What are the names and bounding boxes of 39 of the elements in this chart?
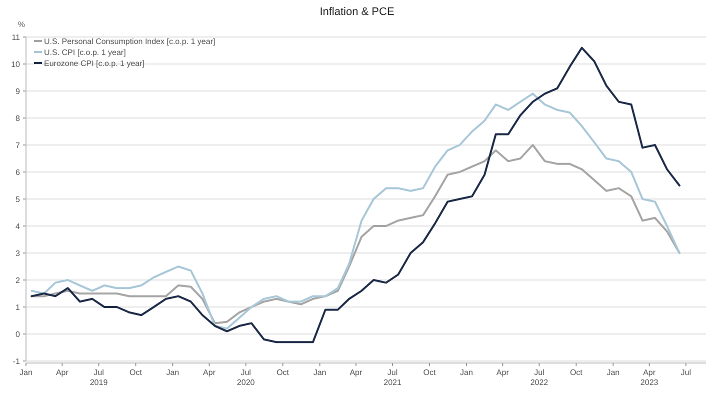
line-series bbox=[30, 46, 680, 344]
x-tick-label: Jan bbox=[166, 368, 180, 377]
y-tick-label: 0 bbox=[16, 330, 21, 339]
x-tick-label: Oct bbox=[423, 368, 436, 377]
x-tick-label: Jul 2020 bbox=[236, 368, 256, 387]
y-tick-label: 10 bbox=[11, 60, 21, 69]
y-tick-label: 7 bbox=[16, 141, 21, 150]
x-tick-label: Jul bbox=[680, 368, 692, 377]
x-tick-label: Oct bbox=[276, 368, 290, 377]
y-tick-label: -1 bbox=[12, 357, 21, 366]
y-tick-label: 8 bbox=[16, 114, 21, 123]
line-series bbox=[30, 92, 680, 330]
x-tick-label: Apr 2023 bbox=[640, 368, 659, 387]
legend-label: U.S. Personal Consumption Index [c.o.p. 1 year] bbox=[44, 37, 216, 46]
x-tick-label: Apr bbox=[496, 368, 510, 377]
legend-label: Eurozone CPI [c.o.p. 1 year] bbox=[44, 59, 144, 68]
y-tick-label: 9 bbox=[16, 87, 21, 96]
y-tick-label: 5 bbox=[16, 195, 21, 204]
x-tick-label: Oct bbox=[570, 368, 584, 377]
x-tick-label: Jan bbox=[313, 368, 326, 377]
y-tick-label: 1 bbox=[16, 303, 21, 312]
x-tick-label: Apr bbox=[350, 368, 363, 377]
y-tick-label: 6 bbox=[16, 168, 21, 177]
legend-label: U.S. CPI [c.o.p. 1 year] bbox=[44, 48, 126, 57]
chart-title: Inflation & PCE bbox=[320, 6, 394, 18]
y-tick-label: 2 bbox=[16, 276, 21, 285]
x-tick-label: Jan bbox=[606, 368, 620, 377]
x-tick-label: Apr bbox=[203, 368, 216, 377]
y-tick-label: 3 bbox=[16, 249, 21, 258]
x-tick-label: Jul 2019 bbox=[90, 368, 108, 387]
x-tick-label: Jan bbox=[20, 368, 32, 377]
y-tick-label: 4 bbox=[16, 222, 21, 231]
y-axis-title: % bbox=[18, 20, 25, 29]
x-tick-label: Apr bbox=[56, 368, 69, 377]
y-tick-label: 11 bbox=[12, 33, 21, 42]
x-tick-label: Oct bbox=[129, 368, 143, 377]
x-tick-label: Jul 2021 bbox=[384, 368, 402, 387]
x-tick-label: Jul 2022 bbox=[530, 368, 549, 387]
x-tick-label: Jan bbox=[460, 368, 473, 377]
